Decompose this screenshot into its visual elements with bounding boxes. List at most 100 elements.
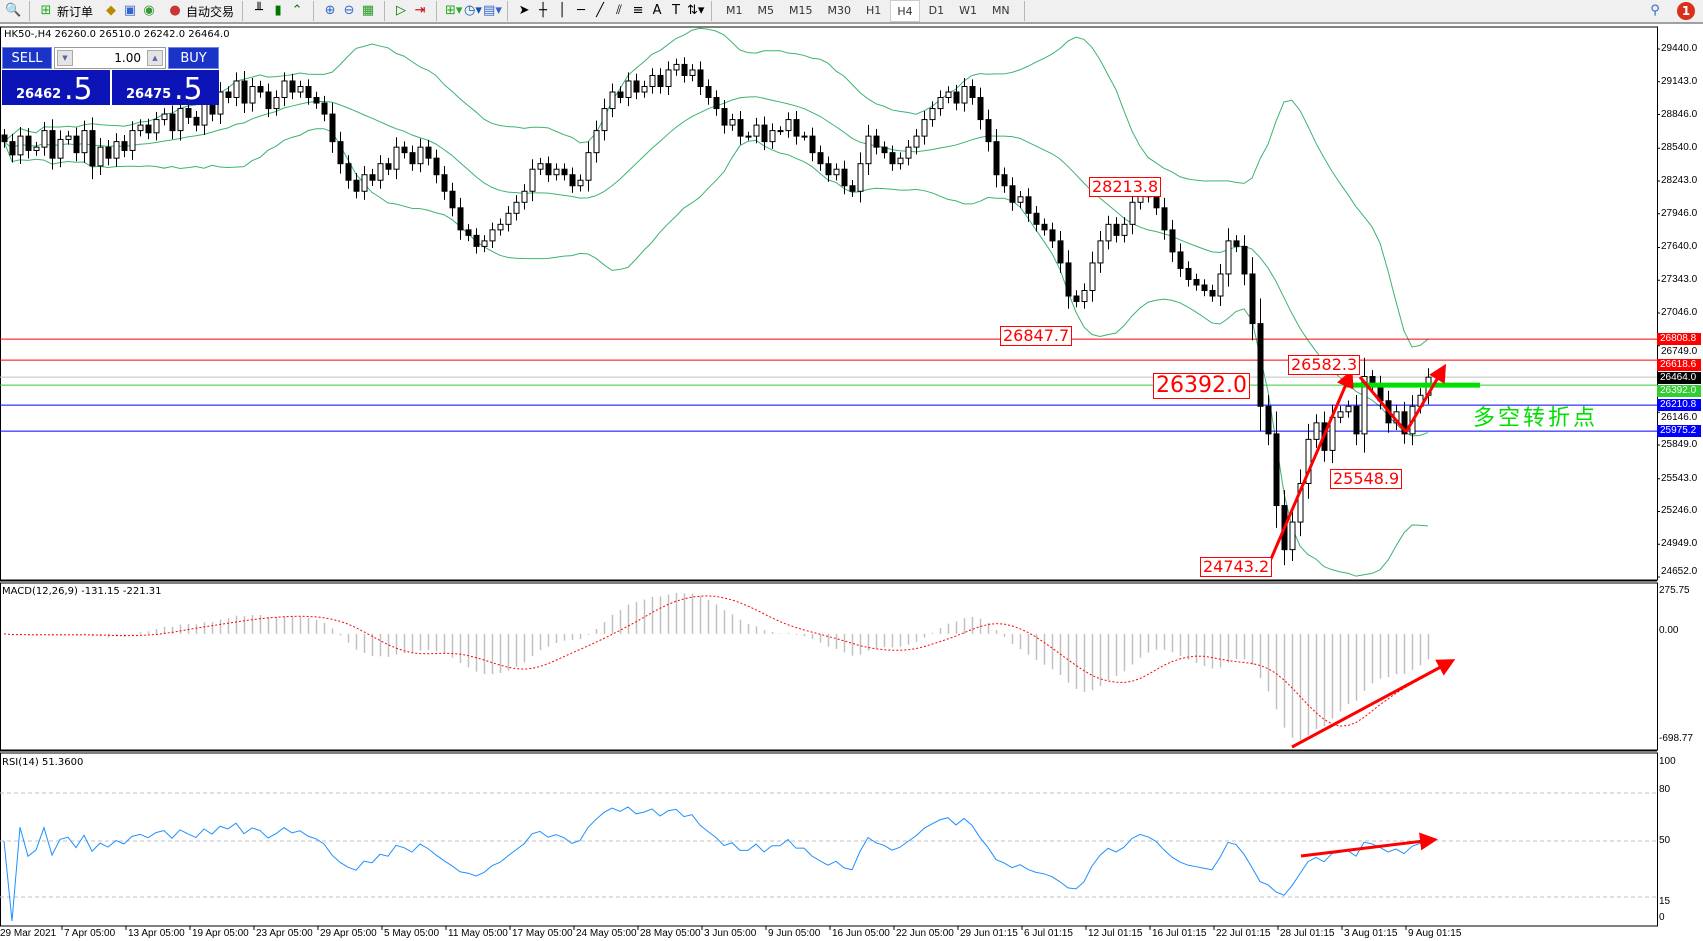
horizontal-line-icon[interactable]: ─ bbox=[577, 3, 585, 18]
candle-body bbox=[1065, 262, 1072, 297]
timeframe-d1[interactable]: D1 bbox=[928, 4, 945, 17]
navigator-icon[interactable]: ▣ bbox=[123, 3, 137, 18]
timeframe-w1[interactable]: W1 bbox=[959, 4, 977, 17]
ask-price[interactable]: 26475.5 bbox=[112, 70, 219, 107]
candle bbox=[1401, 401, 1408, 444]
candle-body bbox=[1169, 229, 1176, 253]
timeframe-h4[interactable]: H4 bbox=[890, 0, 920, 22]
line-chart-icon[interactable]: ⌃ bbox=[291, 3, 303, 18]
cursor-icon[interactable]: ➤ bbox=[518, 3, 530, 18]
bid-price[interactable]: 26462.5 bbox=[2, 70, 110, 107]
candle-body bbox=[137, 124, 144, 132]
periods-icon[interactable]: ◷▾ bbox=[464, 3, 482, 18]
price-chart[interactable] bbox=[0, 26, 1703, 941]
candle-body bbox=[401, 146, 408, 154]
timeframe-mn[interactable]: MN bbox=[991, 4, 1010, 17]
zoom-icon[interactable]: 🔍 bbox=[5, 3, 22, 18]
fibonacci-icon[interactable]: ≡ bbox=[632, 3, 644, 18]
signals-icon[interactable]: ◉ bbox=[143, 3, 155, 18]
candle bbox=[177, 98, 184, 141]
timeframe-m1[interactable]: M1 bbox=[726, 4, 743, 17]
candle-body bbox=[17, 135, 24, 156]
timeframe-h1[interactable]: H1 bbox=[866, 4, 882, 17]
text-label-icon[interactable]: T bbox=[672, 3, 680, 18]
macd-tick: 275.75 bbox=[1659, 585, 1690, 596]
candle-body bbox=[201, 102, 208, 126]
price-annotation-box: 24743.2 bbox=[1200, 557, 1273, 577]
candle bbox=[913, 128, 920, 155]
candle-body bbox=[865, 135, 872, 165]
candle bbox=[905, 139, 912, 166]
candle bbox=[945, 86, 952, 104]
candle-body bbox=[785, 119, 792, 132]
candle bbox=[65, 130, 72, 145]
candle bbox=[785, 112, 792, 138]
candle-body bbox=[769, 130, 776, 143]
vertical-line-icon[interactable]: │ bbox=[558, 3, 566, 18]
candle bbox=[761, 116, 768, 151]
candle bbox=[1193, 273, 1200, 291]
arrows-icon[interactable]: ⇅▾ bbox=[687, 3, 705, 18]
text-icon[interactable]: A bbox=[652, 3, 662, 18]
zoom-in-icon[interactable]: ⊕ bbox=[324, 3, 336, 18]
timeframe-m5[interactable]: M5 bbox=[757, 4, 775, 17]
candle-body bbox=[913, 135, 920, 148]
candle bbox=[1025, 188, 1032, 222]
candle bbox=[929, 101, 936, 127]
bar-chart-icon[interactable]: ╨ bbox=[255, 3, 263, 18]
rsi-title: RSI(14) 51.3600 bbox=[2, 757, 84, 768]
candle bbox=[169, 105, 176, 140]
candle-body bbox=[1345, 405, 1352, 413]
candle-body bbox=[457, 207, 464, 231]
price-annotation-box: 26582.3 bbox=[1288, 355, 1361, 375]
lots-increase-button[interactable]: ▲ bbox=[147, 50, 163, 66]
rsi-tick: 80 bbox=[1659, 784, 1671, 795]
search-icon[interactable]: ⚲ bbox=[1650, 3, 1660, 18]
indicators-icon[interactable]: ⊞▾ bbox=[445, 3, 463, 18]
timeframe-m30[interactable]: M30 bbox=[827, 4, 852, 17]
candle bbox=[1089, 251, 1096, 302]
trendline-icon[interactable]: ╱ bbox=[596, 3, 604, 18]
candle-body bbox=[977, 97, 984, 121]
tile-windows-icon[interactable]: ▦ bbox=[361, 3, 375, 18]
timeframe-m15[interactable]: M15 bbox=[789, 4, 813, 17]
candle-body bbox=[89, 130, 96, 167]
candle bbox=[521, 184, 528, 210]
date-tick: 3 Jun 05:00 bbox=[704, 928, 757, 939]
candle-body bbox=[121, 141, 128, 151]
candle bbox=[273, 90, 280, 116]
candle-body bbox=[297, 85, 304, 93]
toolbar: 🔍 ⊞ 新订单 ◆ ▣ ◉ ● 自动交易 ╨ ▮ ⌃ ⊕ ⊖ ▦ ▷ ⇥ ⊞▾ ◷▾ ▤▾ ➤ ┼ │ ─ ╱… bbox=[0, 0, 1703, 24]
candle-body bbox=[937, 97, 944, 110]
market-watch-icon[interactable]: ◆ bbox=[106, 3, 117, 18]
new-order-button[interactable]: ⊞ 新订单 bbox=[33, 0, 98, 22]
rsi-tick: 100 bbox=[1659, 756, 1676, 767]
candle-body bbox=[1113, 223, 1120, 236]
sell-button[interactable]: SELL bbox=[2, 47, 52, 69]
candle-body bbox=[65, 135, 72, 140]
candle bbox=[241, 71, 248, 113]
candle-body bbox=[177, 108, 184, 132]
candle-body bbox=[1001, 174, 1008, 187]
channel-icon[interactable]: ⫽ bbox=[616, 3, 622, 18]
candle bbox=[689, 64, 696, 82]
auto-trading-button[interactable]: ● 自动交易 bbox=[162, 0, 239, 22]
chart-shift-icon[interactable]: ⇥ bbox=[414, 3, 426, 18]
rsi-tick: 50 bbox=[1659, 835, 1671, 846]
buy-button[interactable]: BUY bbox=[168, 47, 219, 69]
price-line-tag: 26618.6 bbox=[1657, 359, 1701, 372]
candle-body bbox=[145, 124, 152, 134]
date-tick: 29 Apr 05:00 bbox=[320, 928, 377, 939]
lots-input[interactable]: ▼ 1.00 ▲ bbox=[54, 47, 166, 69]
crosshair-icon[interactable]: ┼ bbox=[539, 3, 547, 18]
lots-decrease-button[interactable]: ▼ bbox=[57, 50, 73, 66]
candle bbox=[361, 166, 368, 200]
candle bbox=[1, 128, 8, 148]
price-tick: 24652.0 bbox=[1661, 566, 1698, 577]
candlestick-icon[interactable]: ▮ bbox=[274, 3, 282, 18]
candle bbox=[225, 86, 232, 104]
templates-icon[interactable]: ▤▾ bbox=[483, 3, 502, 18]
autoscroll-icon[interactable]: ▷ bbox=[396, 3, 407, 18]
zoom-out-icon[interactable]: ⊖ bbox=[343, 3, 355, 18]
notifications-badge[interactable]: 1 bbox=[1677, 2, 1695, 20]
